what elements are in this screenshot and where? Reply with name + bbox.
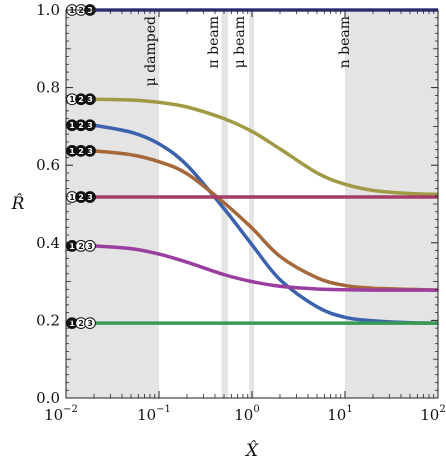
band-label-4: n beam — [337, 16, 353, 68]
marker-label: 3 — [87, 193, 93, 202]
marker-label: 3 — [87, 242, 93, 251]
series-lines — [65, 8, 439, 325]
series-line-4 — [93, 149, 439, 292]
marker-label: 2 — [78, 95, 84, 104]
band-4 — [345, 10, 438, 398]
marker-label: 3 — [87, 95, 93, 104]
series-line-2 — [93, 97, 439, 197]
marker-label: 2 — [78, 319, 84, 328]
x-tick-label: 10−1 — [137, 404, 171, 424]
marker-label: 1 — [69, 193, 75, 202]
band-label-1: μ damped — [143, 16, 159, 86]
marker-circle — [84, 93, 96, 106]
marker-label: 3 — [87, 319, 93, 328]
y-tick-label: 0.0 — [36, 389, 60, 407]
marker-label: 1 — [69, 319, 75, 328]
y-tick-labels: 0.0 0.2 0.4 0.6 0.8 1.0 — [36, 1, 60, 407]
marker-circle — [84, 191, 96, 203]
marker-circle — [84, 317, 96, 330]
x-tick-label: 100 — [234, 404, 259, 424]
y-tick-label: 0.8 — [36, 79, 60, 97]
x-tick-label: 101 — [327, 404, 352, 424]
axis-ticks — [65, 9, 439, 399]
marker-label: 1 — [69, 147, 75, 156]
band-3 — [249, 10, 254, 398]
marker-circle — [84, 144, 96, 157]
marker-label: 3 — [87, 121, 93, 130]
shaded-bands — [66, 10, 438, 398]
series-line-6 — [93, 244, 438, 292]
y-tick-label: 1.0 — [36, 1, 60, 19]
marker-label: 3 — [87, 147, 93, 156]
y-axis-title: R̂ — [11, 194, 25, 214]
x-tick-label: 102 — [420, 404, 445, 424]
band-0 — [66, 10, 159, 398]
y-tick-label: 0.2 — [36, 311, 60, 329]
marker-label: 2 — [78, 242, 84, 251]
marker-label: 2 — [78, 147, 84, 156]
band-label-2: π beam — [206, 16, 222, 69]
band-labels: μ damped π beam μ beam n beam — [143, 16, 353, 86]
x-tick-labels: 10−2 10−1 100 101 102 — [44, 404, 446, 424]
x-axis-title: X̂ — [244, 441, 259, 461]
marker-circle — [84, 240, 96, 252]
marker-circle — [84, 119, 96, 132]
y-tick-label: 0.4 — [36, 234, 60, 252]
marker-label: 1 — [69, 242, 75, 251]
marker-label: 1 — [69, 95, 75, 104]
series-line-3 — [93, 123, 439, 325]
y-tick-label: 0.6 — [36, 156, 60, 174]
x-tick-label: 10−2 — [44, 404, 78, 424]
marker-label: 1 — [69, 121, 75, 130]
marker-label: 2 — [78, 121, 84, 130]
band-label-3: μ beam — [232, 16, 248, 68]
marker-label: 2 — [78, 193, 84, 202]
